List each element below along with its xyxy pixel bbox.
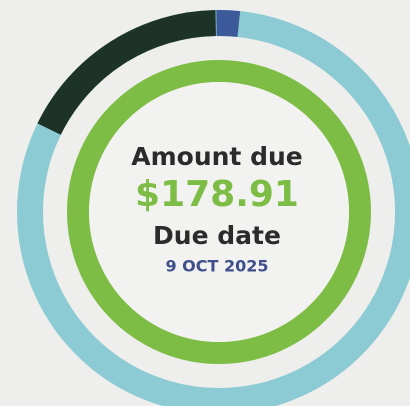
inner-disc bbox=[89, 82, 349, 342]
outer-ring-blue-segment bbox=[216, 9, 241, 37]
inner-ring bbox=[67, 60, 371, 364]
outer-ring-dark-segment bbox=[37, 10, 217, 135]
amount-label: Amount due bbox=[131, 142, 302, 171]
due-date: 9 OCT 2025 bbox=[165, 257, 268, 276]
amount: $178.91 bbox=[135, 174, 299, 215]
due-label: Due date bbox=[153, 221, 281, 250]
